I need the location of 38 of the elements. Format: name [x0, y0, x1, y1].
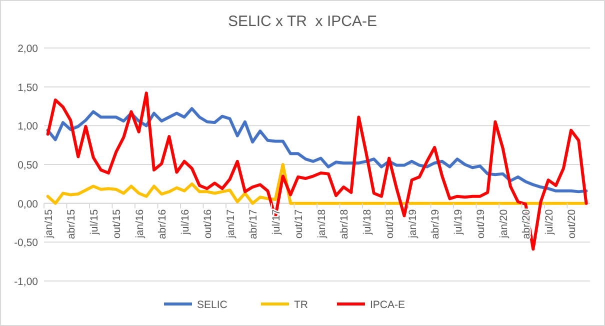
x-tick-label: abr/19 — [430, 209, 442, 240]
y-tick-label: -0,50 — [14, 237, 38, 250]
chart-title: SELIC x TR x IPCA-E — [228, 13, 377, 30]
x-tick-label: jul/20 — [543, 209, 556, 236]
x-tick-label: jan/16 — [134, 209, 146, 239]
x-tick-label: out/15 — [111, 209, 124, 239]
x-tick-label: abr/17 — [248, 209, 260, 240]
x-tick-label: jul/19 — [452, 209, 464, 236]
x-tick-label: jan/19 — [406, 209, 419, 239]
x-tick-label: abr/15 — [66, 209, 78, 240]
x-tick-label: jul/15 — [88, 209, 100, 236]
x-tick-label: abr/16 — [156, 209, 169, 240]
y-tick-label: -1,00 — [14, 276, 38, 288]
x-tick-label: out/20 — [566, 209, 578, 239]
legend-label: TR — [294, 299, 308, 311]
x-tick-label: abr/20 — [520, 209, 533, 240]
x-tick-label: out/16 — [202, 209, 214, 239]
line-series — [46, 92, 588, 251]
legend-label: SELIC — [197, 299, 228, 311]
x-tick-label: jul/16 — [179, 209, 192, 236]
line-series — [46, 163, 588, 205]
legend-label: IPCA-E — [370, 299, 406, 311]
x-tick-label: abr/18 — [338, 209, 351, 240]
x-tick-label: out/18 — [384, 209, 396, 239]
y-tick-label: 1,50 — [18, 82, 38, 94]
x-tick-label: out/19 — [475, 209, 488, 239]
x-tick-label: jan/20 — [498, 209, 510, 239]
y-tick-label: 0,00 — [18, 198, 38, 210]
y-tick-label: 1,00 — [18, 120, 38, 133]
x-tick-label: jan/17 — [224, 209, 237, 239]
x-tick-label: jan/18 — [316, 209, 328, 239]
x-tick-label: jul/17 — [270, 209, 282, 236]
y-tick-label: 2,00 — [18, 43, 38, 55]
y-tick-label: 0,50 — [18, 160, 38, 172]
x-tick-label: out/17 — [293, 209, 306, 239]
x-tick-label: jan/15 — [42, 209, 55, 239]
line-series — [46, 107, 588, 194]
x-tick-label: jul/18 — [361, 209, 374, 236]
